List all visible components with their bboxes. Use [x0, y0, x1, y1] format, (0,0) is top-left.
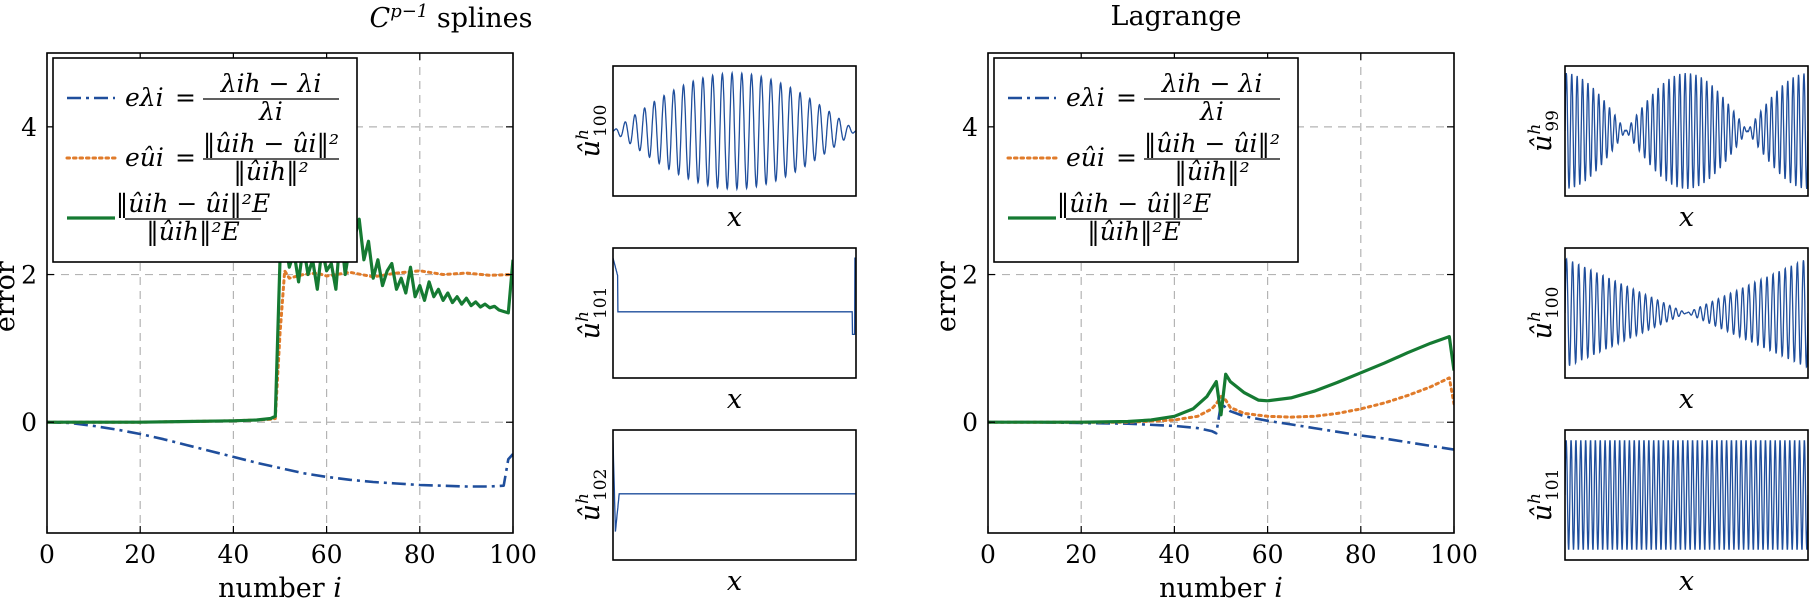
x-tick-label: 0	[980, 540, 996, 569]
legend-symbol: eλi	[125, 83, 164, 112]
y-tick-label: 4	[962, 113, 978, 142]
series-line-dashdot	[988, 402, 1454, 451]
side-y-label: ûh102	[573, 469, 611, 522]
y-tick-label: 0	[962, 408, 978, 437]
legend-denominator: ‖ûih‖²E	[146, 217, 239, 247]
x-tick-label: 80	[404, 540, 436, 569]
side-y-label: ûh100	[573, 105, 611, 158]
x-axis-label: number i	[1159, 573, 1283, 604]
legend-symbol: eûi	[1066, 143, 1105, 172]
legend-numerator: ‖ûih − ûi‖²	[1144, 129, 1280, 159]
plot-frame	[46, 52, 514, 534]
side-y-label: ûh100	[1525, 287, 1563, 340]
legend-equals: =	[1116, 143, 1137, 172]
side-plot-frame	[612, 65, 857, 197]
side-x-label: x	[727, 384, 742, 415]
side-x-label: x	[1679, 384, 1694, 415]
legend-equals: =	[1116, 83, 1137, 112]
side-plot-frame	[612, 429, 857, 561]
eigenfunction-curve	[1565, 73, 1808, 189]
side-y-label: ûh101	[1525, 469, 1563, 522]
legend-denominator: λi	[258, 97, 283, 126]
x-tick-label: 0	[39, 540, 55, 569]
main-plot-lagrange: 0 20 40 60 80 100 0 2 4 number i error eλi = λih − λi…	[931, 52, 1478, 604]
side-plots-splines: x ûh100 x ûh101 x ûh102	[573, 65, 857, 597]
legend-denominator: ‖ûih‖²E	[1087, 217, 1180, 247]
legend-numerator: ‖ûih − ûi‖²	[203, 129, 339, 159]
eigenfunction-curve	[613, 70, 856, 192]
y-tick-label: 0	[21, 408, 37, 437]
y-tick-label: 2	[21, 261, 37, 290]
legend-box	[52, 57, 358, 263]
main-plot-splines: 0 20 40 60 80 100 0 2 4 number i error eλi = λih − λi…	[0, 52, 537, 604]
legend-denominator: ‖ûih‖²	[1174, 157, 1249, 187]
x-tick-label: 40	[217, 540, 249, 569]
x-tick-label: 60	[1252, 540, 1284, 569]
side-plot-frame	[1564, 429, 1809, 561]
eigenfunction-curve	[1565, 440, 1808, 550]
x-tick-label: 100	[1430, 540, 1478, 569]
legend-symbol: eûi	[125, 143, 164, 172]
side-x-label: x	[727, 202, 742, 233]
x-tick-label: 60	[311, 540, 343, 569]
panel-title-lagrange: Lagrange	[1111, 1, 1242, 32]
side-plot-frame	[1564, 247, 1809, 379]
panel-title-splines: Cp−1 splines	[370, 1, 533, 34]
legend-numerator: λih − λi	[1161, 69, 1263, 98]
side-y-label: ûh101	[573, 287, 611, 340]
legend-equals: =	[175, 143, 196, 172]
x-tick-label: 100	[489, 540, 537, 569]
side-x-label: x	[1679, 202, 1694, 233]
eigenfunction-curve	[1565, 257, 1808, 369]
side-plots-lagrange: x ûh99 x ûh100 x ûh101	[1525, 65, 1809, 597]
series-line-solid	[988, 335, 1454, 424]
eigenfunction-curve	[613, 257, 856, 336]
x-tick-label: 20	[124, 540, 156, 569]
y-tick-label: 4	[21, 113, 37, 142]
legend-numerator: λih − λi	[220, 69, 322, 98]
legend-numerator: ‖ûih − ûi‖²E	[116, 189, 270, 219]
legend-box	[993, 57, 1299, 263]
y-tick-label: 2	[962, 261, 978, 290]
legend-equals: =	[175, 83, 196, 112]
y-axis-label: error	[931, 261, 962, 332]
side-plot-frame	[1564, 65, 1809, 197]
x-tick-label: 20	[1065, 540, 1097, 569]
x-tick-label: 40	[1158, 540, 1190, 569]
series-line-dashdot	[47, 420, 513, 488]
legend-symbol: eλi	[1066, 83, 1105, 112]
plot-frame	[987, 52, 1455, 534]
y-axis-label: error	[0, 261, 21, 332]
side-y-label: ûh99	[1525, 110, 1563, 152]
legend-denominator: λi	[1199, 97, 1224, 126]
eigenfunction-curve	[613, 440, 856, 532]
legend-numerator: ‖ûih − ûi‖²E	[1057, 189, 1211, 219]
side-x-label: x	[1679, 566, 1694, 597]
side-plot-frame	[612, 247, 857, 379]
x-tick-label: 80	[1345, 540, 1377, 569]
side-x-label: x	[727, 566, 742, 597]
x-axis-label: number i	[218, 573, 342, 604]
legend-denominator: ‖ûih‖²	[233, 157, 308, 187]
